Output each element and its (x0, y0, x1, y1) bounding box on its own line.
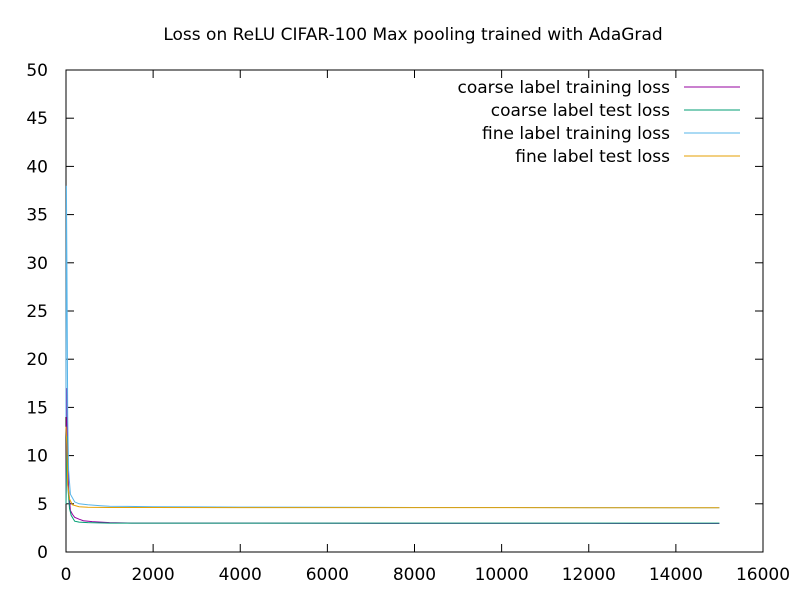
y-tick-label: 25 (26, 302, 48, 322)
legend-label-1: coarse label training loss (458, 78, 671, 98)
y-tick-label: 0 (37, 543, 48, 563)
x-tick-label: 0 (61, 565, 72, 585)
legend: coarse label training loss coarse label t… (458, 78, 740, 167)
x-tick-label: 12000 (562, 565, 616, 585)
x-tick-label: 16000 (736, 565, 790, 585)
y-tick-label: 20 (26, 350, 48, 370)
legend-label-3: fine label training loss (482, 124, 670, 144)
legend-label-4: fine label test loss (515, 147, 670, 167)
series-line-2 (65, 436, 720, 524)
x-tick-label: 10000 (475, 565, 529, 585)
y-tick-label: 50 (26, 61, 48, 81)
y-tick-label: 5 (37, 495, 48, 515)
x-tick-label: 2000 (131, 565, 174, 585)
series-line-3 (65, 185, 720, 509)
chart-title: Loss on ReLU CIFAR-100 Max pooling train… (163, 25, 662, 45)
x-tick-label: 8000 (393, 565, 436, 585)
series-layer (65, 185, 720, 524)
x-tick-label: 6000 (306, 565, 349, 585)
series-line-4 (65, 426, 720, 509)
plot-axes: 0 2000 4000 6000 8000 10000 12000 14000 16000 0 5 1… (26, 61, 790, 585)
series-line-1 (65, 388, 720, 524)
y-tick-label: 10 (26, 447, 48, 467)
y-tick-label: 40 (26, 157, 48, 177)
x-tick-label: 4000 (219, 565, 262, 585)
y-tick-label: 30 (26, 254, 48, 274)
y-tick-label: 35 (26, 206, 48, 226)
legend-label-2: coarse label test loss (491, 101, 670, 121)
y-tick-label: 15 (26, 398, 48, 418)
y-tick-label: 45 (26, 109, 48, 129)
x-tick-label: 14000 (649, 565, 703, 585)
